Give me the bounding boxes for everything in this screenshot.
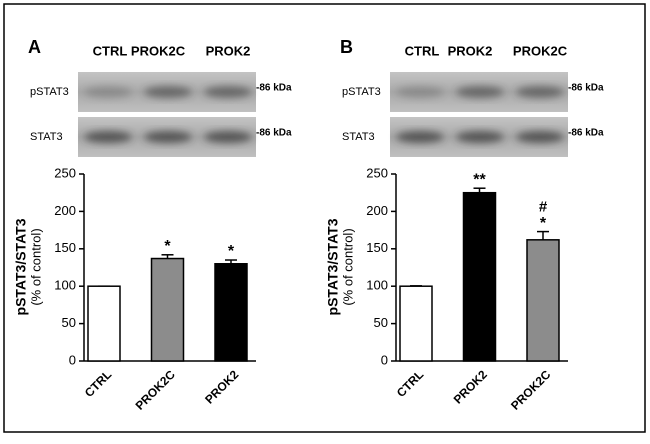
y-axis-label: pSTAT3/STAT3 xyxy=(325,218,341,315)
blot-band xyxy=(396,131,444,143)
blot-band xyxy=(144,131,192,143)
y-tick-label: 100 xyxy=(54,278,76,293)
y-tick-label: 50 xyxy=(62,315,76,330)
significance: * xyxy=(228,243,235,260)
y-tick-label: 0 xyxy=(381,352,388,367)
blot-column-label: PROK2 xyxy=(448,43,493,58)
y-tick-label: 250 xyxy=(366,165,388,180)
y-axis-label: pSTAT3/STAT3 xyxy=(13,218,29,315)
panel-label: B xyxy=(340,37,353,57)
blot-marker: -86 kDa xyxy=(568,128,604,139)
bar xyxy=(150,257,185,362)
blot-band xyxy=(396,86,444,98)
y-tick-label: 200 xyxy=(366,203,388,218)
y-tick-label: 50 xyxy=(374,315,388,330)
blot-row-label: STAT3 xyxy=(342,131,375,143)
blot-marker: -86 kDa xyxy=(256,83,292,94)
blot-band xyxy=(84,86,132,98)
frame xyxy=(3,3,646,433)
blot-column-label: PROK2 xyxy=(206,43,251,58)
y-axis-sublabel: (% of control) xyxy=(340,228,355,305)
blot-band xyxy=(516,131,564,143)
blot-row-label: pSTAT3 xyxy=(342,86,381,98)
y-tick-label: 0 xyxy=(69,352,76,367)
blot-band xyxy=(204,131,252,143)
blot-column-label: PROK2C xyxy=(513,43,568,58)
blot-row-label: pSTAT3 xyxy=(30,86,69,98)
significance: # xyxy=(539,199,548,216)
blot-column-label: CTRL xyxy=(405,43,440,58)
y-tick-label: 200 xyxy=(54,203,76,218)
bar xyxy=(87,285,121,362)
bar xyxy=(214,263,248,362)
blot-band xyxy=(84,131,132,143)
bar xyxy=(462,191,497,362)
bar xyxy=(526,239,560,362)
y-tick-label: 250 xyxy=(54,165,76,180)
blot-marker: -86 kDa xyxy=(256,128,292,139)
blot-column-label: CTRL xyxy=(93,43,128,58)
blot-band xyxy=(456,131,504,143)
blot-row-label: STAT3 xyxy=(30,131,63,143)
blot-band xyxy=(144,86,192,98)
blot-band xyxy=(456,86,504,98)
panel-label: A xyxy=(28,37,41,57)
y-axis-sublabel: (% of control) xyxy=(28,228,43,305)
significance: * xyxy=(540,215,547,232)
blot-band xyxy=(204,86,252,98)
bar xyxy=(399,285,433,362)
blot-band xyxy=(516,86,564,98)
y-tick-label: 150 xyxy=(54,240,76,255)
significance: * xyxy=(164,238,171,255)
blot-column-label: PROK2C xyxy=(131,43,186,58)
y-tick-label: 100 xyxy=(366,278,388,293)
significance: ** xyxy=(473,171,486,188)
y-tick-label: 150 xyxy=(366,240,388,255)
blot-marker: -86 kDa xyxy=(568,83,604,94)
